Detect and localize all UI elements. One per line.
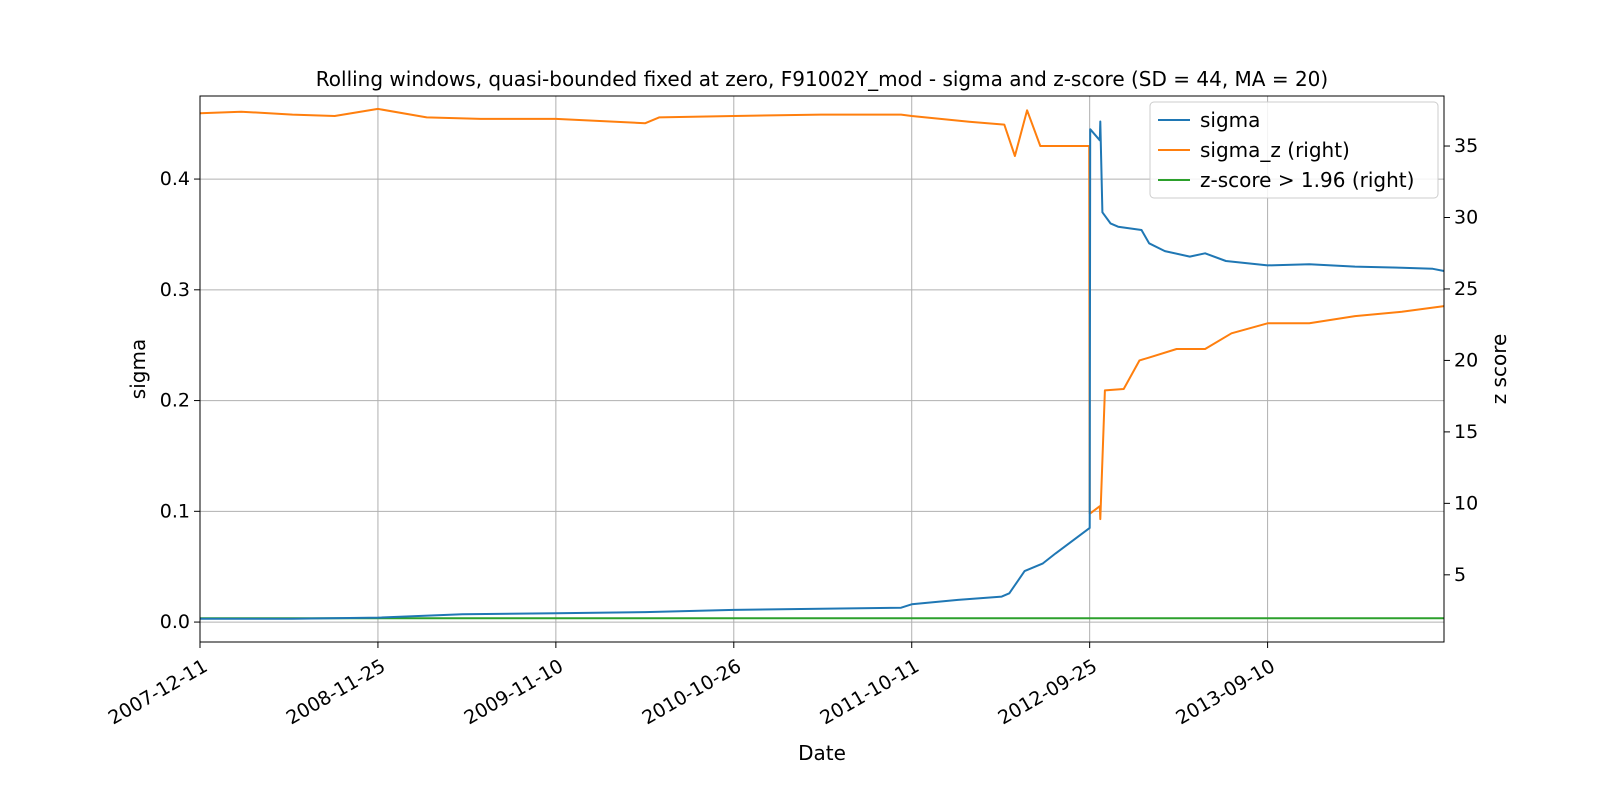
x-tick-label: 2013-09-10 [1172, 655, 1279, 729]
x-tick-label: 2011-10-11 [816, 655, 923, 729]
y-left-tick-label: 0.3 [160, 279, 190, 301]
series-line-sigma_z [199, 107, 1445, 521]
legend-label-sigma: sigma [1200, 108, 1260, 132]
chart-title: Rolling windows, quasi-bounded fixed at … [316, 67, 1328, 91]
y-left-tick-label: 0.4 [160, 168, 190, 190]
legend: sigma sigma_z (right) z-score > 1.96 (righ… [1149, 101, 1439, 199]
x-tick-label: 2008-11-25 [283, 655, 390, 729]
y-left-tick-label: 0.2 [160, 390, 190, 412]
y-right-tick-label: 10 [1454, 492, 1478, 514]
y-right-tick-label: 15 [1454, 421, 1478, 443]
series-layer [199, 107, 1445, 620]
y-right-tick-label: 5 [1454, 564, 1466, 586]
y-right-tick-label: 30 [1454, 206, 1478, 228]
y-right-tick-label: 20 [1454, 349, 1478, 371]
y-left-tick-label: 0.1 [160, 500, 190, 522]
plot-frame [199, 95, 1445, 643]
x-axis-label: Date [798, 741, 846, 765]
y-axis-left-label: sigma [126, 339, 150, 399]
series-line-sigma [200, 120, 1445, 620]
x-tick-label: 2010-10-26 [638, 655, 745, 729]
x-tick-label: 2012-09-25 [994, 655, 1101, 729]
y-right-tick-label: 35 [1454, 135, 1478, 157]
y-left-tick-label: 0.0 [160, 611, 190, 633]
legend-label-sigma_z: sigma_z (right) [1200, 138, 1350, 162]
legend-box [1149, 101, 1439, 199]
y-axis-right-label: z score [1487, 334, 1511, 405]
legend-label-threshold: z-score > 1.96 (right) [1200, 168, 1414, 192]
ticks: 2007-12-11 2008-11-25 2009-11-10 2010-10-26… [105, 135, 1479, 729]
x-tick-label: 2007-12-11 [105, 655, 212, 729]
y-right-tick-label: 25 [1454, 278, 1478, 300]
x-tick-label: 2009-11-10 [461, 655, 568, 729]
